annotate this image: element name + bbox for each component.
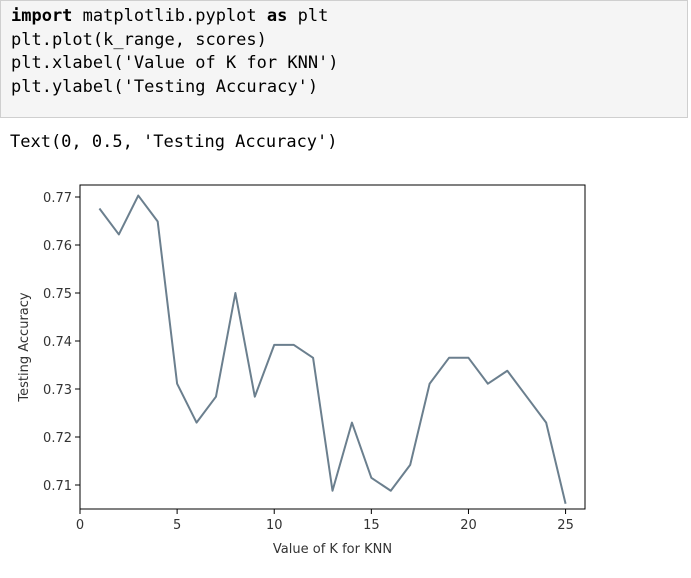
code-line: plt.ylabel('Testing Accuracy') bbox=[11, 76, 687, 100]
line-chart: 0 5 10 15 20 25 0.71 0.72 0.73 0.74 0.75 0.76 0.77 Va… bbox=[17, 184, 586, 557]
code-token: 'Value of K for KNN' bbox=[123, 53, 329, 73]
code-token: matplotlib.pyplot bbox=[72, 6, 267, 26]
code-token: 'Testing Accuracy' bbox=[123, 76, 308, 97]
series-line bbox=[98, 194, 567, 504]
y-tick-label: 0.77 bbox=[43, 191, 72, 206]
code-token: plt.xlabel( bbox=[11, 53, 124, 73]
y-tick-label: 0.74 bbox=[43, 335, 72, 350]
y-tick-label: 0.76 bbox=[43, 239, 72, 254]
x-tick-label: 20 bbox=[460, 518, 477, 533]
y-tick-label: 0.72 bbox=[43, 431, 72, 446]
cell-output: Text(0, 0.5, 'Testing Accuracy') bbox=[10, 132, 338, 152]
code-cell[interactable]: import matplotlib.pyplot as plt plt.plot(… bbox=[0, 0, 688, 118]
x-tick-label: 5 bbox=[173, 518, 181, 533]
code-token: as bbox=[266, 6, 288, 26]
x-tick-label: 25 bbox=[557, 518, 574, 533]
code-token: plt.plot(k_range, scores) bbox=[11, 29, 267, 50]
y-tick-label: 0.75 bbox=[43, 287, 72, 302]
x-tick-label: 0 bbox=[76, 518, 84, 533]
code-token: import bbox=[11, 6, 73, 26]
y-tick-label: 0.73 bbox=[43, 383, 72, 398]
code-token: plt bbox=[287, 6, 329, 26]
x-axis-label: Value of K for KNN bbox=[273, 542, 392, 557]
code-editor[interactable]: import matplotlib.pyplot as plt plt.plot(… bbox=[11, 5, 687, 99]
y-tick-label: 0.71 bbox=[43, 479, 72, 494]
x-tick-label: 15 bbox=[363, 518, 380, 533]
code-token: ) bbox=[328, 53, 339, 73]
code-line: import matplotlib.pyplot as plt bbox=[11, 5, 687, 29]
code-line: plt.xlabel('Value of K for KNN') bbox=[11, 52, 687, 76]
code-line: plt.plot(k_range, scores) bbox=[11, 29, 687, 53]
code-token: ) bbox=[307, 76, 319, 97]
code-token: plt.ylabel( bbox=[11, 76, 124, 97]
y-axis-label: Testing Accuracy bbox=[17, 292, 32, 402]
x-tick-label: 10 bbox=[266, 518, 283, 533]
plot-frame bbox=[79, 184, 586, 510]
